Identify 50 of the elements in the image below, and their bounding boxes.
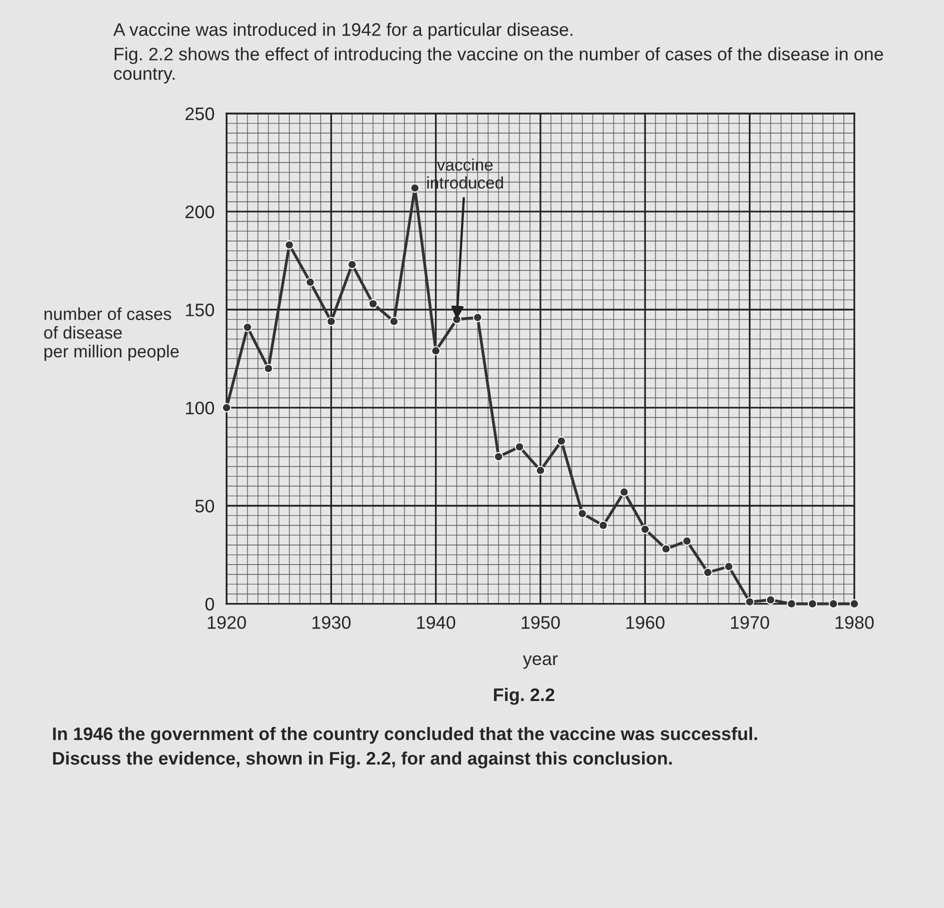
y-tick-label: 250	[186, 107, 214, 120]
x-tick-label: 1940	[417, 616, 456, 629]
x-tick-label: 1920	[208, 616, 246, 629]
y-tick-label: 200	[186, 206, 214, 218]
point	[431, 346, 440, 356]
x-axis-title: year	[522, 655, 558, 669]
chart-subtitle: Fig. 2.2 shows the effect of introducing the vaccine on the number of cases of the disease in one country.	[114, 47, 883, 84]
point	[745, 597, 754, 607]
text: Discuss the evidence, shown in Fig. 2.2, for and against this conclusion.	[53, 751, 672, 768]
caption: Fig. 2.2	[494, 688, 554, 705]
point	[556, 436, 566, 446]
point	[347, 260, 357, 270]
point	[368, 299, 378, 308]
y-tick-label: 0	[205, 598, 214, 611]
x-tick-label: 1960	[626, 616, 664, 629]
x-tick-label: 1950	[522, 616, 560, 629]
point	[514, 442, 524, 452]
point	[264, 364, 274, 374]
point	[786, 599, 796, 609]
y-axis-title: number of cases of disease per million people	[44, 307, 179, 361]
point	[410, 183, 420, 193]
point	[306, 277, 315, 287]
point	[578, 508, 587, 518]
point	[808, 599, 818, 609]
point	[703, 568, 713, 578]
point	[326, 316, 336, 326]
point	[850, 599, 860, 609]
point	[389, 316, 399, 326]
y-tick-label: 50	[195, 500, 214, 512]
text: In 1946 the government of the country concluded that the vaccine was successful.	[53, 726, 758, 744]
point	[536, 466, 546, 476]
chart-title: A vaccine was introduced in 1942 for a particular disease.	[113, 22, 572, 40]
x-tick-label: 1930	[312, 616, 351, 629]
x-tick-label: 1970	[730, 616, 770, 629]
x-tick-label: 1980	[836, 616, 874, 629]
point	[242, 322, 252, 332]
point	[494, 452, 504, 462]
point	[619, 487, 629, 497]
point	[766, 595, 776, 605]
y-tick-label: 100	[186, 402, 214, 414]
point	[724, 562, 734, 572]
point	[828, 599, 838, 609]
point	[661, 544, 671, 554]
point	[640, 524, 650, 534]
point	[598, 520, 608, 530]
point	[682, 536, 692, 546]
y-tick-label: 150	[186, 304, 214, 316]
point	[284, 240, 294, 250]
point	[222, 403, 232, 412]
point	[472, 312, 482, 322]
